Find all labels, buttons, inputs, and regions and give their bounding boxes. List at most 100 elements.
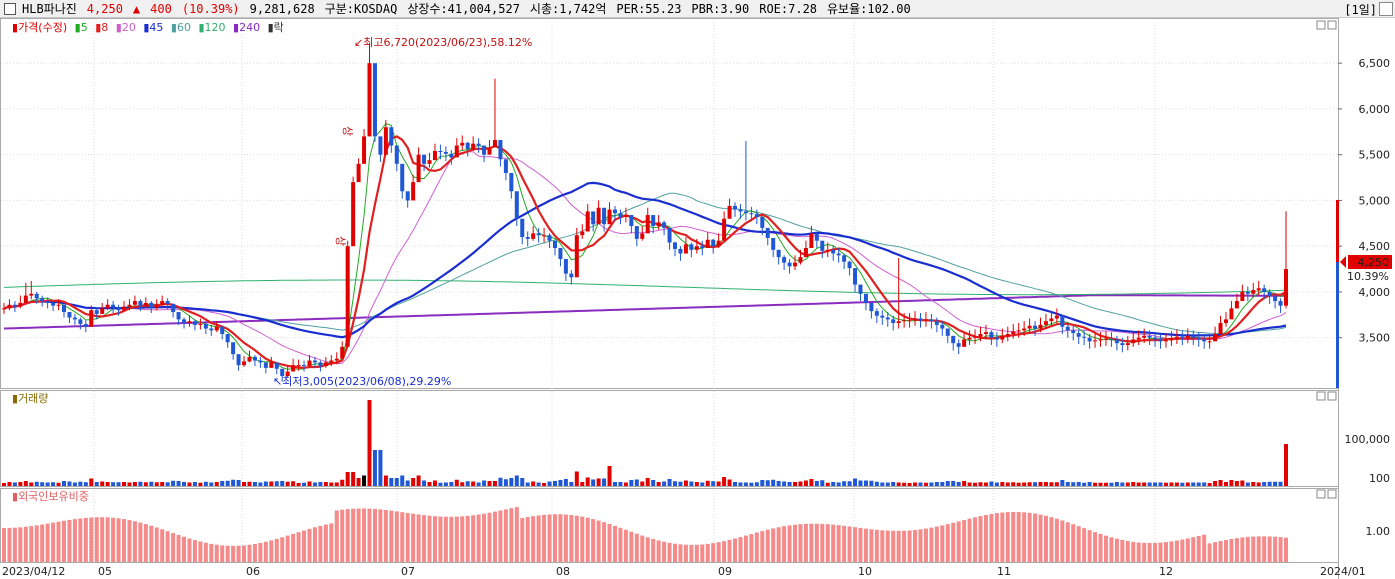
candle-body xyxy=(552,240,557,249)
candle-body xyxy=(514,191,519,219)
foreign-bar xyxy=(1147,542,1152,562)
candle-body xyxy=(1022,328,1027,331)
candle-body xyxy=(1027,325,1032,329)
foreign-bar xyxy=(2,528,6,562)
candle-body xyxy=(787,262,792,267)
volume-bar xyxy=(40,482,45,486)
candle-body xyxy=(612,209,617,214)
volume-bar xyxy=(536,482,541,486)
candle-body xyxy=(934,321,939,325)
volume-bar xyxy=(471,481,476,486)
x-tick-label: 08 xyxy=(556,565,570,578)
price-panel-max-button[interactable] xyxy=(1327,20,1337,30)
foreign-bar xyxy=(236,545,241,562)
candle-body xyxy=(367,63,372,137)
candle-body xyxy=(400,163,405,192)
candle-body xyxy=(203,323,208,329)
foreign-bar xyxy=(662,541,667,562)
foreign-bar xyxy=(400,512,405,562)
foreign-bar xyxy=(89,517,94,562)
volume-bar xyxy=(1207,483,1212,486)
foreign-bar xyxy=(760,531,765,562)
volume-panel-min-button[interactable] xyxy=(1316,391,1326,401)
foreign-bar xyxy=(514,507,519,562)
foreign-bar xyxy=(1142,542,1147,562)
foreign-bar xyxy=(307,528,312,562)
volume-bar xyxy=(258,482,263,486)
candle-body xyxy=(1196,337,1201,340)
volume-bar xyxy=(132,482,137,486)
volume-bar xyxy=(236,480,241,486)
volume-bar xyxy=(427,482,432,486)
foreign-bar xyxy=(438,516,443,562)
volume-bar xyxy=(1185,482,1190,486)
candle-body xyxy=(105,304,110,309)
volume-bar xyxy=(242,482,247,486)
volume-bar xyxy=(476,482,481,486)
candle-body xyxy=(1016,330,1021,332)
foreign-bar xyxy=(154,527,159,562)
foreign-bar xyxy=(291,533,296,562)
volume-bar xyxy=(220,481,225,486)
candle-body xyxy=(1262,288,1267,292)
volume-bar xyxy=(1033,482,1038,486)
foreign-bar xyxy=(138,522,143,562)
foreign-bar xyxy=(329,523,334,562)
candle-body xyxy=(247,356,252,362)
foreign-bar xyxy=(372,508,377,562)
volume-bar xyxy=(651,480,656,486)
volume-bar xyxy=(629,480,634,486)
volume-bar xyxy=(809,479,814,486)
candle-body xyxy=(1191,335,1196,338)
volume-bar xyxy=(23,481,28,486)
candle-body xyxy=(760,216,765,228)
foreign-bar xyxy=(809,523,814,562)
foreign-bar xyxy=(198,541,203,562)
volume-bar xyxy=(94,482,99,486)
limit-up-label-2: 상 xyxy=(334,236,347,246)
candle-body xyxy=(607,209,612,225)
volume-bar xyxy=(443,482,448,486)
foreign-tick-label: 1.00 xyxy=(1366,525,1391,538)
candle-body xyxy=(78,319,83,324)
header-checkbox[interactable] xyxy=(4,2,16,15)
candle-body xyxy=(722,218,727,241)
period-selector[interactable]: [1일] xyxy=(1344,3,1377,17)
volume-bar xyxy=(127,482,132,486)
candle-body xyxy=(1136,337,1141,340)
candle-body xyxy=(1229,308,1234,320)
candle-body xyxy=(503,159,508,173)
volume-bar xyxy=(1071,482,1076,486)
volume-bar xyxy=(711,481,716,486)
candle-body xyxy=(231,342,236,355)
foreign-bar xyxy=(962,519,967,562)
period-button[interactable] xyxy=(1379,2,1393,16)
foreign-panel-min-button[interactable] xyxy=(1316,489,1326,499)
volume-bar xyxy=(334,482,339,486)
candle-body xyxy=(1213,334,1218,342)
volume-bar xyxy=(1109,482,1114,486)
volume-bar xyxy=(1158,482,1163,486)
candle-body xyxy=(302,365,307,367)
candle-body xyxy=(989,332,994,338)
candle-body xyxy=(558,248,563,259)
volume-bar xyxy=(323,482,328,486)
foreign-bar xyxy=(34,525,39,562)
price-panel-min-button[interactable] xyxy=(1316,20,1326,30)
foreign-bar xyxy=(411,513,416,562)
foreign-bar xyxy=(798,524,803,562)
foreign-bar xyxy=(1267,536,1272,562)
stock-chart[interactable]: 6,500 6,000 5,500 5,000 4,500 4,000 3,500 2023/… xyxy=(0,18,1395,579)
volume-bar xyxy=(138,481,143,486)
foreign-panel-max-button[interactable] xyxy=(1327,489,1337,499)
foreign-bar xyxy=(1273,536,1278,562)
candle-body xyxy=(323,362,328,367)
volume-panel-max-button[interactable] xyxy=(1327,391,1337,401)
candle-body xyxy=(754,214,759,217)
volume-bar xyxy=(291,481,296,486)
x-tick-label: 2023/04/12 xyxy=(2,565,65,578)
candle-body xyxy=(1087,337,1092,342)
foreign-bar xyxy=(405,512,410,562)
foreign-bar xyxy=(602,522,607,562)
foreign-bar xyxy=(340,509,345,562)
